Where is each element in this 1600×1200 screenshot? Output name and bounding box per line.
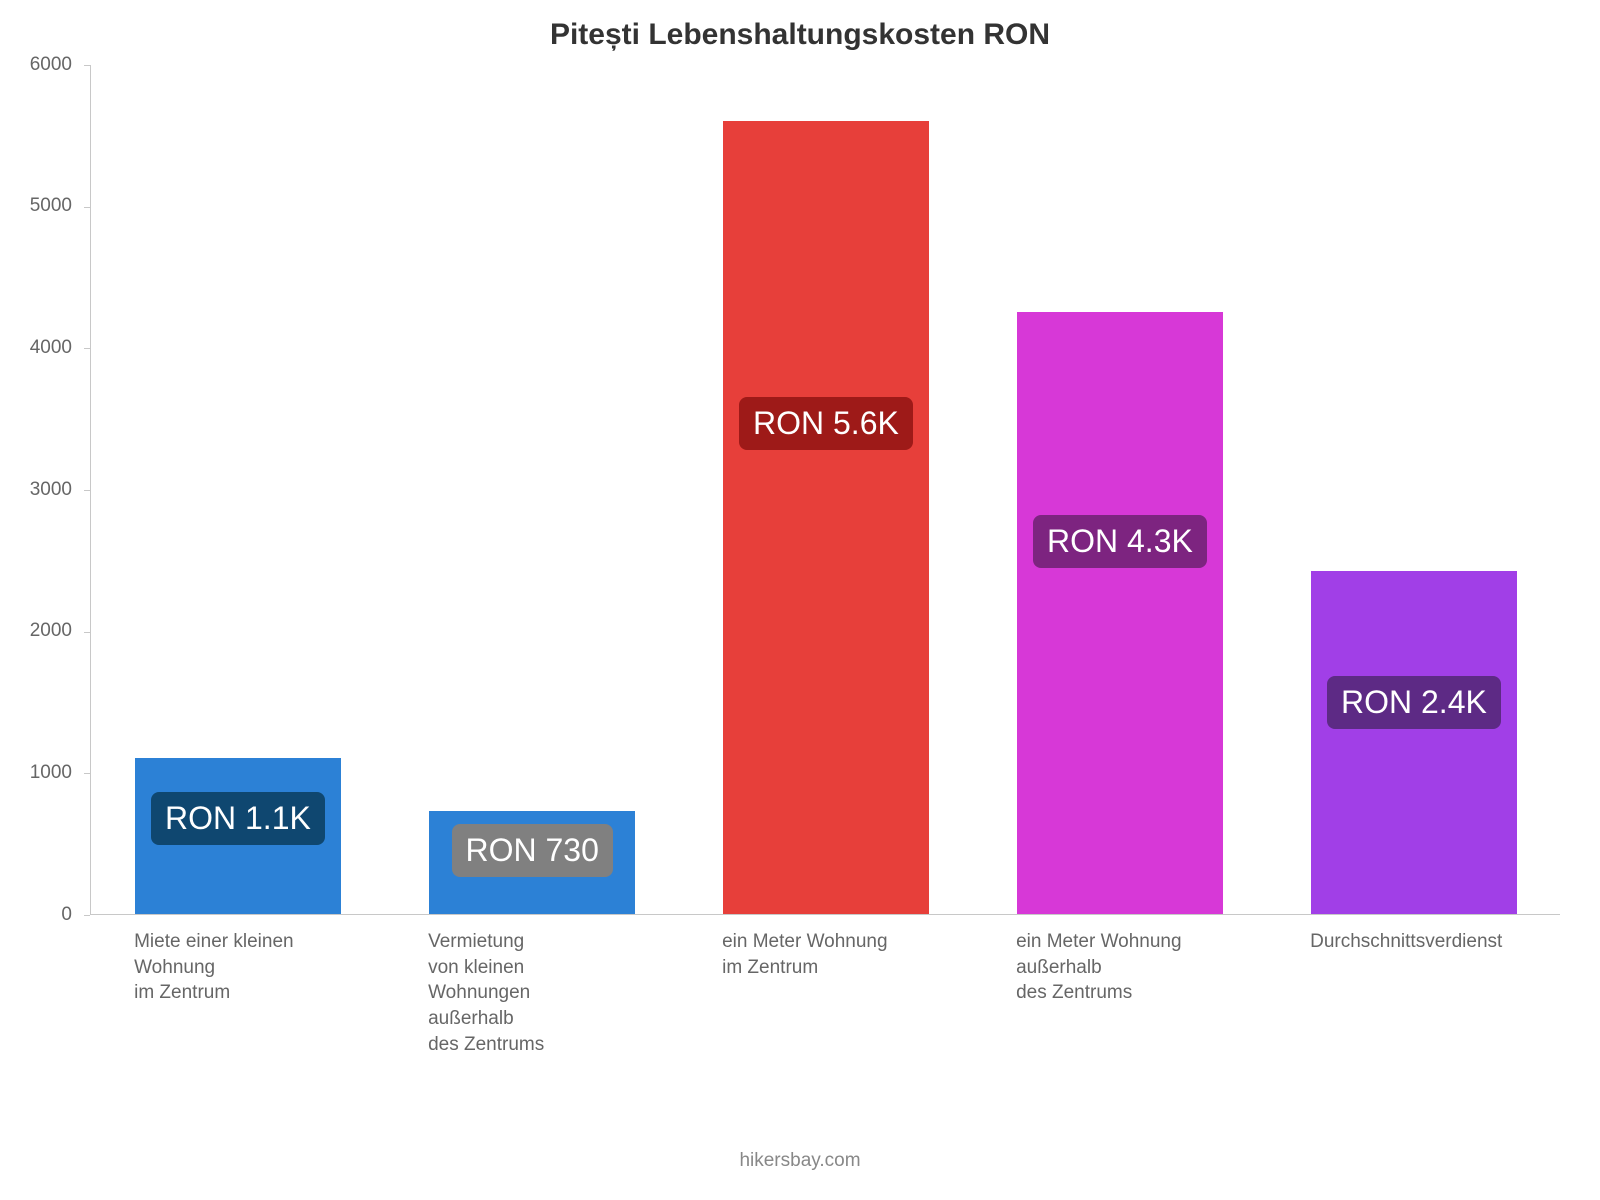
x-category-label: Miete einer kleinenWohnungim Zentrum (134, 929, 340, 1006)
bar-value-label: RON 2.4K (1327, 676, 1501, 729)
bar-value-label: RON 730 (452, 824, 613, 877)
chart-title: Pitești Lebenshaltungskosten RON (0, 18, 1600, 52)
chart-container: Pitești Lebenshaltungskosten RON RON 1.1… (0, 0, 1600, 1200)
bar (1017, 312, 1223, 914)
y-tick-label: 1000 (0, 762, 72, 784)
y-tick-mark (84, 915, 90, 916)
bar-value-label: RON 4.3K (1033, 515, 1207, 568)
chart-footer: hikersbay.com (0, 1150, 1600, 1172)
x-category-label: ein Meter Wohnungaußerhalbdes Zentrums (1016, 929, 1222, 1006)
bar-value-label: RON 5.6K (739, 397, 913, 450)
x-category-label: Vermietungvon kleinenWohnungenaußerhalbd… (428, 929, 634, 1057)
bar (1311, 571, 1517, 914)
y-tick-label: 4000 (0, 337, 72, 359)
plot-area: RON 1.1K RON 730 RON 5.6K RON 4.3K RON 2.4K (90, 65, 1560, 915)
bar-value-label: RON 1.1K (151, 792, 325, 845)
y-tick-label: 3000 (0, 479, 72, 501)
y-tick-mark (84, 773, 90, 774)
x-category-label: ein Meter Wohnungim Zentrum (722, 929, 928, 980)
y-tick-label: 0 (0, 904, 72, 926)
x-category-label: Durchschnittsverdienst (1310, 929, 1516, 955)
y-tick-mark (84, 65, 90, 66)
y-tick-mark (84, 490, 90, 491)
y-tick-label: 6000 (0, 54, 72, 76)
y-tick-label: 2000 (0, 620, 72, 642)
bar (723, 121, 929, 914)
y-tick-mark (84, 348, 90, 349)
y-tick-label: 5000 (0, 195, 72, 217)
y-tick-mark (84, 207, 90, 208)
y-tick-mark (84, 632, 90, 633)
